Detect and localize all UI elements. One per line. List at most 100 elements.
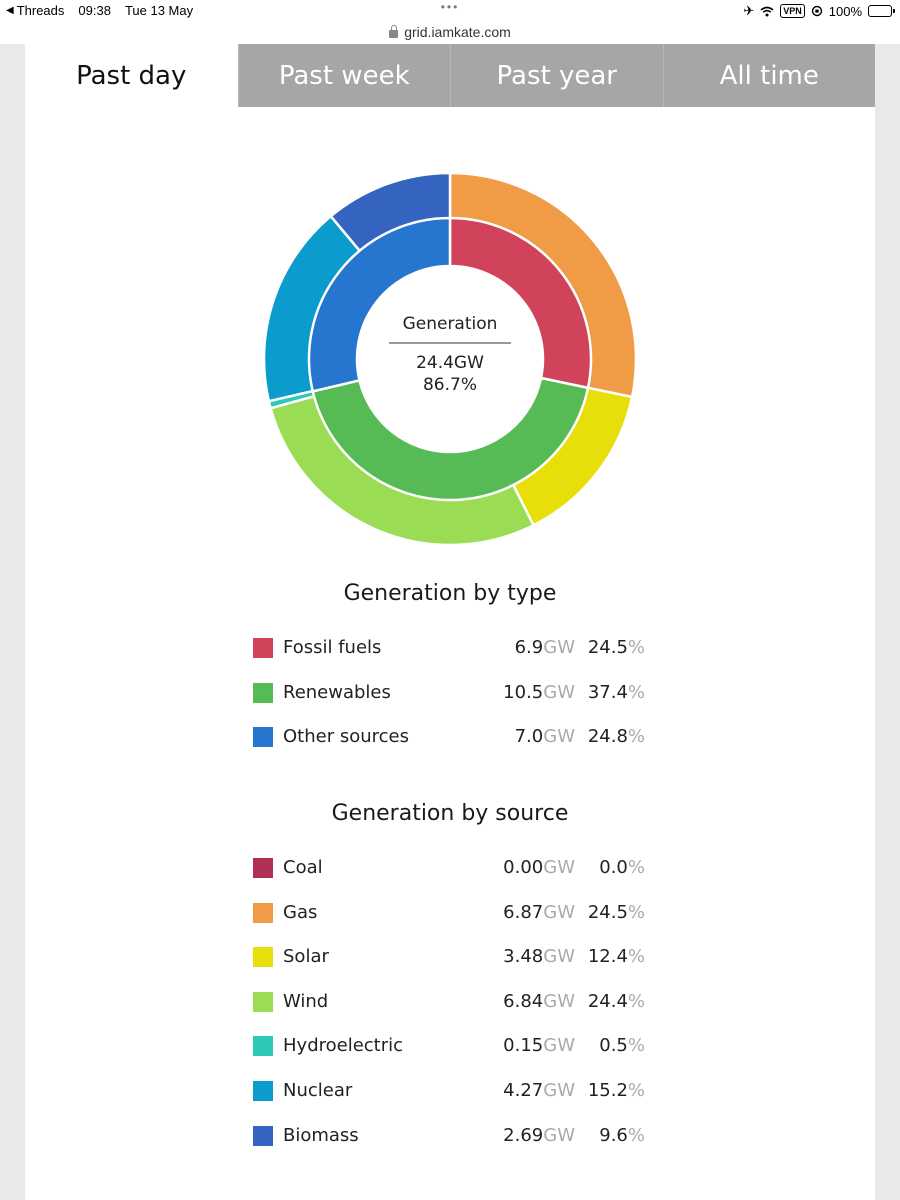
legend-name: Nuclear [283,1079,353,1101]
type-legend-row: Fossil fuels 6.9GW 24.5% [253,637,653,683]
pct-value: 24.5 [587,637,628,658]
by-source-legend: Coal 0.00GW 0.0% Gas 6.87GW 24.5% Solar 3.48GW 1… [253,857,653,1170]
legend-swatch [253,991,273,1012]
gw-unit: GW [543,901,575,923]
url-text: grid.iamkate.com [404,24,511,40]
donut-svg [262,171,638,547]
legend-swatch [253,638,273,658]
vpn-badge: VPN [780,4,805,18]
legend-name: Coal [283,857,323,878]
gw-unit: GW [543,990,575,1012]
type-legend-row: Other sources 7.0GW 24.8% [253,726,653,772]
legend-name: Hydroelectric [283,1035,404,1057]
legend-swatch [253,858,273,878]
legend-name: Renewables [283,681,391,703]
legend-swatch [253,727,273,748]
legend-name: Wind [283,990,329,1012]
gw-unit: GW [543,1035,575,1057]
legend-swatch [253,1125,273,1146]
pct-value: 24.5 [587,901,628,923]
gw-unit: GW [543,857,575,878]
status-date: Tue 13 May [124,3,194,18]
content-card: Past day Past week Past year All time Ge… [25,44,875,1200]
multitasking-dots-icon[interactable]: ••• [440,0,460,14]
source-legend-row: Nuclear 4.27GW 15.2% [253,1079,653,1126]
generation-donut-chart: Generation 24.4GW 86.7% [240,149,660,569]
by-source-title: Generation by source [331,801,569,826]
gw-unit: GW [543,1079,575,1101]
wifi-icon [760,6,774,16]
pct-value: 24.4 [587,990,628,1012]
airplane-icon: ✈ [743,3,755,18]
pct-unit: % [627,726,645,748]
back-arrow-icon: ◀ [6,5,14,16]
center-title: Generation [402,314,498,334]
source-legend-row: Wind 6.84GW 24.4% [253,990,653,1037]
pct-unit: % [627,857,645,878]
inner-slice-renewables [311,376,590,502]
legend-gw: 0.00GW [503,857,575,878]
source-legend-row: Coal 0.00GW 0.0% [253,857,653,903]
legend-pct: 9.6% [599,1125,645,1146]
gw-value: 0.00 [503,857,544,878]
legend-gw: 10.5GW [503,682,575,703]
chart-center-label: Generation 24.4GW 86.7% [360,314,540,396]
legend-pct: 15.2% [588,1080,645,1101]
legend-swatch [253,682,273,703]
legend-gw: 7.0GW [515,726,575,747]
tab-past-day[interactable]: Past day [25,44,238,107]
pct-unit: % [627,1079,645,1101]
battery-percent: 100% [828,3,862,19]
orientation-lock-icon [811,5,822,17]
inner-slice-other-sources [307,216,452,393]
gw-value: 10.5 [503,681,544,703]
legend-swatch [253,902,273,923]
legend-name: Other sources [283,726,409,748]
legend-gw: 2.69GW [503,1125,575,1146]
legend-gw: 6.9GW [515,637,575,658]
source-legend-row: Solar 3.48GW 12.4% [253,946,653,992]
status-bar: ◀ Threads 09:38 Tue 13 May ••• ✈ VPN 100… [0,0,900,22]
center-divider [389,342,511,344]
legend-pct: 24.4% [588,991,645,1012]
address-bar[interactable]: grid.iamkate.com [0,20,900,44]
pct-unit: % [627,1124,645,1146]
legend-swatch [253,947,273,968]
legend-name: Biomass [283,1124,359,1146]
legend-pct: 24.8% [588,726,645,747]
pct-value: 12.4 [587,946,628,968]
tab-past-year[interactable]: Past year [450,44,663,107]
battery-icon [868,5,895,17]
lock-icon [389,25,399,38]
gw-value: 6.84 [503,990,544,1012]
source-legend-row: Gas 6.87GW 24.5% [253,901,653,948]
pct-value: 15.2 [587,1079,628,1101]
gw-value: 4.27 [503,1079,544,1101]
legend-pct: 37.4% [588,682,645,703]
source-legend-row: Hydroelectric 0.15GW 0.5% [253,1035,653,1081]
legend-name: Fossil fuels [283,637,382,658]
pct-unit: % [627,1035,645,1057]
tab-past-week[interactable]: Past week [237,44,450,107]
inner-slice-fossil-fuels [448,216,593,390]
by-type-legend: Fossil fuels 6.9GW 24.5% Renewables 10.5GW 37… [253,637,653,772]
pct-unit: % [627,901,645,923]
gw-unit: GW [543,726,575,748]
gw-unit: GW [543,637,575,658]
legend-pct: 0.0% [599,857,645,878]
legend-name: Gas [283,901,318,923]
gw-value: 2.69 [503,1124,544,1146]
period-tabs: Past day Past week Past year All time [25,44,875,107]
legend-gw: 0.15GW [503,1035,575,1056]
pct-value: 37.4 [587,681,628,703]
legend-pct: 24.5% [588,637,645,658]
gw-value: 6.87 [503,901,544,923]
legend-gw: 4.27GW [503,1080,575,1101]
tab-all-time[interactable]: All time [662,44,875,107]
by-type-title: Generation by type [343,581,557,606]
back-to-app-link[interactable]: ◀ Threads [6,3,64,18]
pct-value: 0.0 [599,857,628,878]
pct-unit: % [627,946,645,968]
pct-unit: % [627,990,645,1012]
gw-value: 7.0 [514,726,544,748]
